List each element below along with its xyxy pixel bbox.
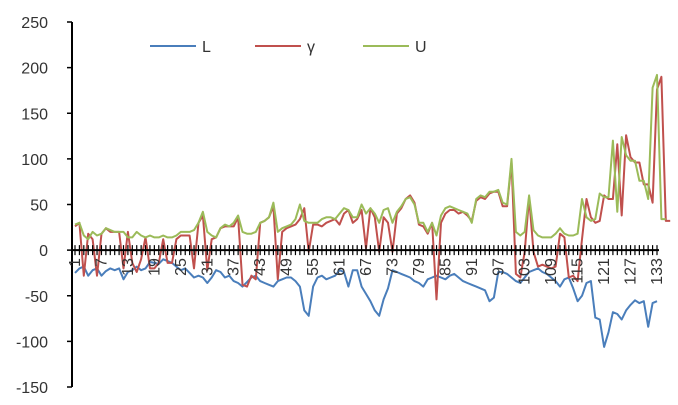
legend-label-2: U — [415, 39, 427, 56]
x-tick-label: 55 — [305, 258, 322, 276]
x-tick-label: 133 — [649, 258, 666, 285]
x-tick-label: 19 — [146, 258, 163, 276]
y-tick-label: 250 — [21, 15, 48, 32]
x-tick-label: 109 — [543, 258, 560, 285]
x-tick-label: 85 — [437, 258, 454, 276]
x-tick-label: 43 — [252, 258, 269, 276]
x-tick-label: 127 — [623, 258, 640, 285]
x-tick-label: 103 — [517, 258, 534, 285]
x-tick-label: 79 — [411, 258, 428, 276]
legend-label-0: L — [202, 39, 211, 56]
x-tick-label: 25 — [173, 258, 190, 276]
x-tick-label: 1 — [67, 258, 84, 267]
x-tick-label: 31 — [199, 258, 216, 276]
x-tick-label: 37 — [226, 258, 243, 276]
x-tick-label: 67 — [358, 258, 375, 276]
y-tick-label: 0 — [39, 243, 48, 260]
legend-label-1: γ — [307, 39, 315, 56]
y-tick-label: 100 — [21, 152, 48, 169]
x-tick-label: 91 — [464, 258, 481, 276]
x-tick-label: 49 — [279, 258, 296, 276]
series-line-2 — [74, 73, 666, 241]
y-tick-label: -150 — [16, 380, 48, 397]
series-layer — [74, 73, 671, 348]
y-tick-label: 200 — [21, 61, 48, 78]
x-tick-label: 97 — [490, 258, 507, 276]
axes: -150 -100 -50 0 50 100 150 200 250 1 7 13 19 25 31 37 43… — [16, 15, 666, 397]
y-tick-label: -50 — [25, 289, 48, 306]
x-tick-label: 13 — [120, 258, 137, 276]
x-tick-label: 115 — [570, 258, 587, 284]
x-tick-label: 7 — [94, 258, 111, 267]
y-tick-label: 50 — [30, 198, 48, 215]
x-tick-label: 73 — [385, 258, 402, 276]
y-tick-label: 150 — [21, 106, 48, 123]
x-tick-label: 121 — [596, 258, 613, 285]
x-tick-label: 61 — [332, 258, 349, 276]
y-tick-label: -100 — [16, 334, 48, 351]
